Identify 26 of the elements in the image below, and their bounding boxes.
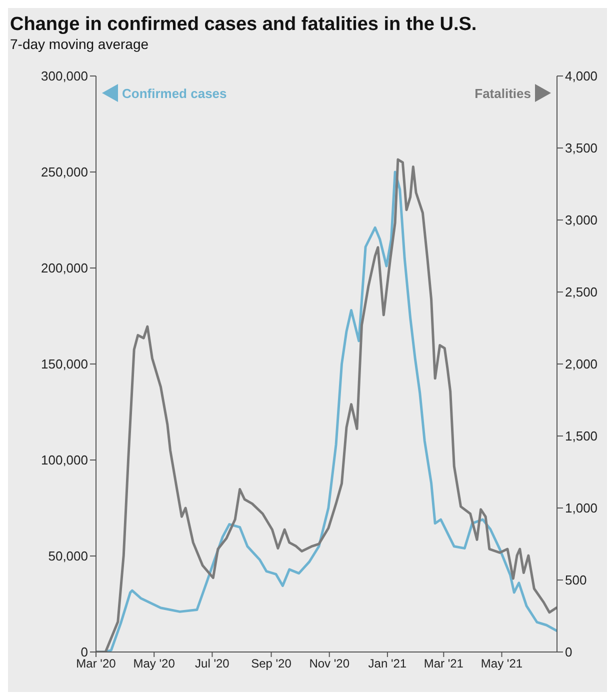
x-tick-label: Mar '21 xyxy=(424,656,464,671)
y2-tick-label: 1,500 xyxy=(565,428,598,444)
y-tick-label: 150,000 xyxy=(41,356,88,372)
chart-title: Change in confirmed cases and fatalities in the U.S. xyxy=(9,13,478,36)
x-tick-label: Nov '20 xyxy=(309,656,350,671)
y-tick-label: 50,000 xyxy=(48,548,88,564)
legend-label: Confirmed cases xyxy=(122,86,227,100)
chart-subtitle: 7-day moving average xyxy=(9,36,150,52)
x-tick-label: Jan '21 xyxy=(368,656,407,671)
y2-tick-label: 500 xyxy=(565,572,587,588)
x-tick-label: Jul '20 xyxy=(195,656,230,671)
x-tick-label: May '21 xyxy=(480,656,523,671)
y2-tick-label: 1,000 xyxy=(565,500,598,516)
y2-tick-label: 0 xyxy=(565,644,572,660)
y2-tick-label: 2,000 xyxy=(565,356,598,372)
y-tick-label: 200,000 xyxy=(41,260,88,276)
text: Fatalities xyxy=(474,86,531,100)
y2-tick-label: 4,000 xyxy=(565,68,598,84)
y-tick-label: 300,000 xyxy=(41,68,88,84)
y2-tick-label: 3,500 xyxy=(565,140,598,156)
y-tick-label: 100,000 xyxy=(41,452,88,468)
y-tick-label: 250,000 xyxy=(41,164,88,180)
x-tick-label: Sep '20 xyxy=(251,656,292,671)
y2-tick-label: 2,500 xyxy=(565,284,598,300)
y2-tick-label: 3,000 xyxy=(565,212,598,228)
x-tick-label: May '20 xyxy=(133,656,176,671)
